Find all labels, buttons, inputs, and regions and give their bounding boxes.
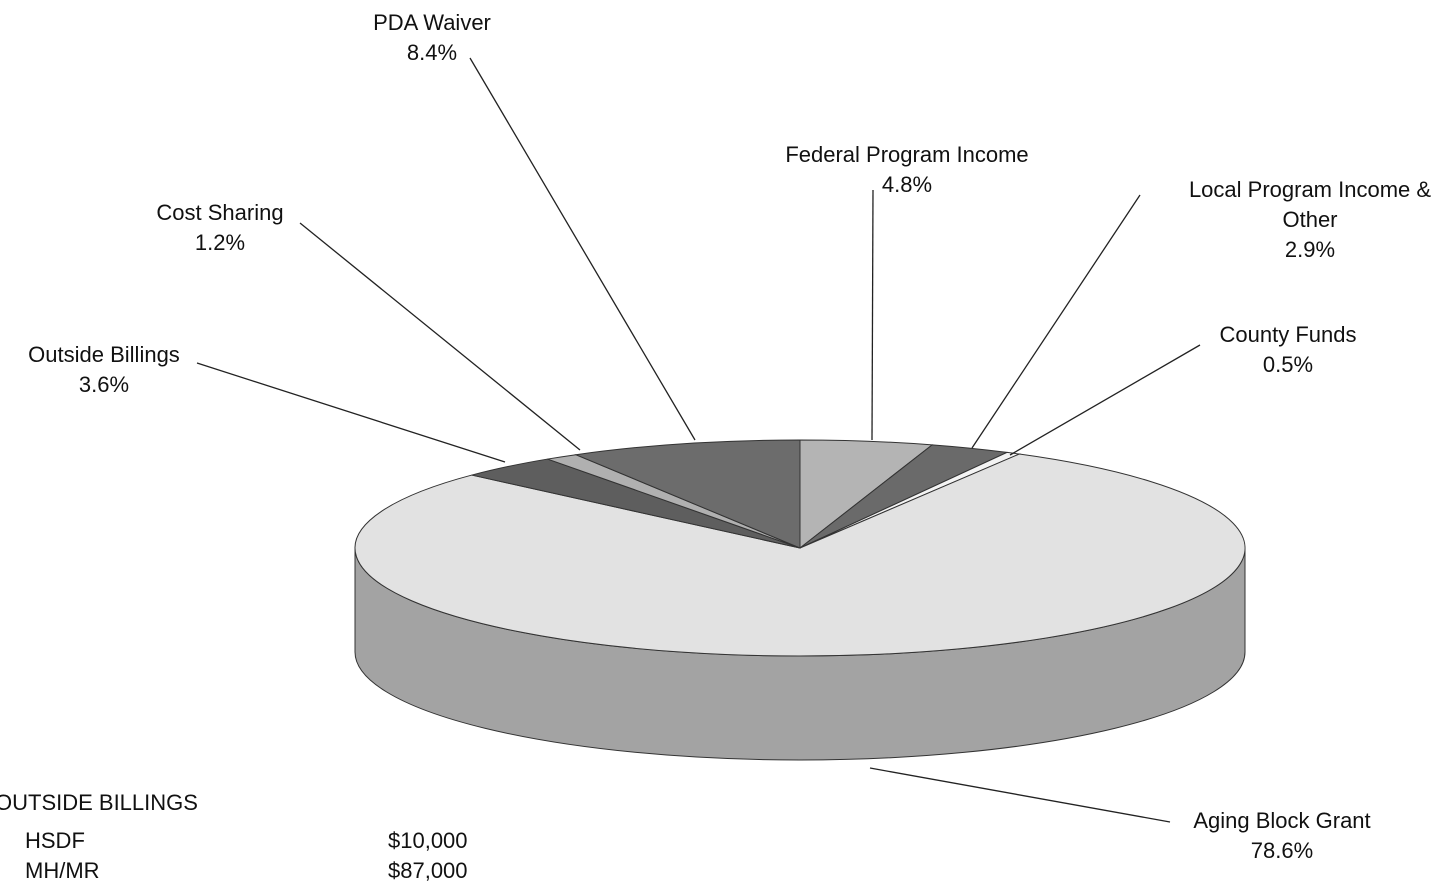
leader-line [869,767,1171,823]
slice-label: Cost Sharing [156,200,284,225]
value-label: 3.6% [78,372,130,397]
leader-line [196,362,506,463]
value-label: 0.5% [1262,352,1314,377]
slice-label: County Funds [1219,322,1357,347]
slice-label: Outside Billings [28,342,180,367]
slice [354,453,1246,657]
leader-line [299,222,581,451]
value-label: 78.6% [1250,838,1314,863]
slice-label: Aging Block Grant [1193,808,1371,833]
slice [574,439,801,549]
slice-label: Local Program Income & Other [1188,177,1432,232]
table-title: OUTSIDE BILLINGS [0,790,198,815]
value-label: 4.8% [881,172,933,197]
leader-line [871,189,874,441]
slice-label: Federal Program Income [785,142,1029,167]
table-cell: HSDF [25,828,85,853]
table-cell: $87,000 [388,858,468,883]
leader-line [1009,344,1201,456]
value-label: 8.4% [406,40,458,65]
table-cell: MH/MR [25,858,100,883]
leader-line [971,194,1141,449]
slice-label: PDA Waiver [373,10,491,35]
leader-line [469,57,696,441]
value-label: 2.9% [1284,237,1336,262]
value-label: 1.2% [194,230,246,255]
table-cell: $10,000 [388,828,468,853]
